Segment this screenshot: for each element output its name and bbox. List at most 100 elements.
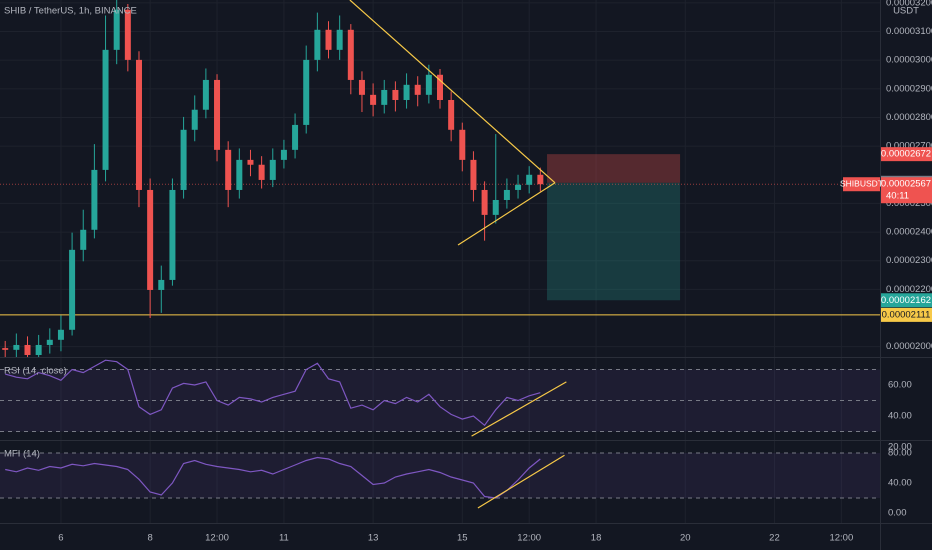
stop-zone: [547, 154, 681, 183]
x-tick-label: 12:00: [517, 533, 541, 544]
pane: [0, 441, 880, 523]
candle-body: [459, 129, 466, 160]
trendline: [471, 381, 567, 437]
candle-body: [202, 79, 209, 110]
x-tick-label: 12:00: [829, 533, 853, 544]
candle-body: [135, 59, 142, 190]
price-label: 0.00002111: [882, 309, 931, 320]
candle-body: [526, 174, 533, 185]
candle-body: [258, 164, 265, 180]
candle-body: [425, 74, 432, 95]
price-label: 0.00002162: [881, 295, 931, 306]
symbol-label: SHIBUSDT: [840, 178, 883, 188]
x-tick-label: 13: [368, 533, 379, 544]
candle-body: [381, 89, 388, 105]
candle-body: [503, 189, 510, 200]
y-tick-label: 0.00002400: [886, 227, 932, 238]
candle-body: [46, 339, 53, 345]
candle-body: [314, 29, 321, 60]
candle-body: [35, 344, 42, 355]
candle-body: [191, 109, 198, 130]
y-tick-label: 0.00002200: [886, 284, 932, 295]
candle-body: [169, 189, 176, 280]
candle-body: [537, 174, 544, 185]
candle-body: [303, 59, 310, 125]
candle-body: [214, 79, 221, 150]
pane: [0, 0, 880, 357]
x-tick-label: 12:00: [205, 533, 229, 544]
candle-body: [358, 79, 365, 95]
candle-body: [236, 159, 243, 190]
indicator-line: [5, 359, 541, 427]
y-tick-label: 0.00: [888, 508, 907, 519]
candle-body: [437, 74, 443, 100]
candle-body: [113, 9, 120, 50]
price-label-box: [881, 147, 932, 162]
x-tick-label: 22: [769, 533, 780, 544]
last-price-label: 0.00002567: [881, 179, 931, 190]
candle-body: [124, 9, 131, 60]
x-tick-label: 15: [457, 533, 468, 544]
candle-body: [370, 94, 377, 105]
candle-body: [492, 199, 499, 215]
candle-body: [325, 29, 332, 50]
price-label: 0.00002672: [881, 149, 931, 160]
y-tick-label: 0.00003200: [886, 0, 932, 8]
y-tick-label: 40.00: [888, 478, 912, 489]
indicator-line: [5, 456, 541, 499]
candle-body: [102, 49, 109, 170]
indicator-title: RSI (14, close): [4, 366, 67, 377]
y-tick-label: 80.00: [888, 448, 912, 459]
price-label-box: [881, 293, 932, 308]
candle-body: [280, 149, 287, 160]
candle-body: [414, 84, 421, 95]
candle-body: [292, 124, 299, 150]
y-tick-label: 0.00002000: [886, 341, 932, 352]
y-tick-label: 0.00003000: [886, 55, 932, 66]
candle-body: [336, 29, 343, 50]
trendline: [477, 454, 565, 509]
candle-body: [269, 159, 276, 180]
pane: [0, 358, 880, 440]
candle-body: [448, 99, 455, 130]
y-tick-label: 40.00: [888, 410, 912, 421]
candle-body: [481, 189, 488, 215]
target-zone: [547, 182, 681, 301]
candle-body: [2, 348, 9, 350]
currency-label: USDT: [893, 6, 919, 17]
candle-body: [180, 129, 187, 190]
candle-body: [91, 169, 98, 230]
indicator-title: MFI (14): [4, 449, 40, 460]
candle-body: [247, 159, 254, 165]
candle-body: [225, 149, 232, 190]
candle-body: [347, 29, 354, 80]
candle-body: [515, 184, 522, 190]
chart-title: SHIB / TetherUS, 1h, BINANCE: [4, 6, 137, 17]
y-tick-label: 0.00002700: [886, 141, 932, 152]
price-label-box: [881, 307, 932, 322]
y-tick-label: 0.00002500: [886, 198, 932, 209]
x-tick-label: 6: [58, 533, 63, 544]
symbol-box: [843, 177, 880, 192]
candle-body: [80, 229, 87, 250]
x-tick-label: 20: [680, 533, 691, 544]
y-tick-label: 0.00003100: [886, 26, 932, 37]
y-tick-label: 0.00002300: [886, 255, 932, 266]
y-tick-label: 20.00: [888, 441, 912, 452]
candle-body: [57, 329, 64, 340]
last-price-box: [881, 177, 932, 204]
candle-body: [158, 279, 165, 290]
x-tick-label: 8: [147, 533, 152, 544]
band-fill: [0, 453, 880, 499]
candle-body: [403, 84, 410, 100]
candle-body: [13, 344, 20, 350]
candle-body: [69, 249, 76, 330]
y-tick-label: 0.00002900: [886, 83, 932, 94]
x-tick-label: 18: [591, 533, 602, 544]
x-tick-label: 11: [279, 533, 289, 544]
candle-body: [24, 344, 31, 355]
y-tick-label: 0.00002800: [886, 112, 932, 123]
candle-body: [470, 159, 477, 190]
